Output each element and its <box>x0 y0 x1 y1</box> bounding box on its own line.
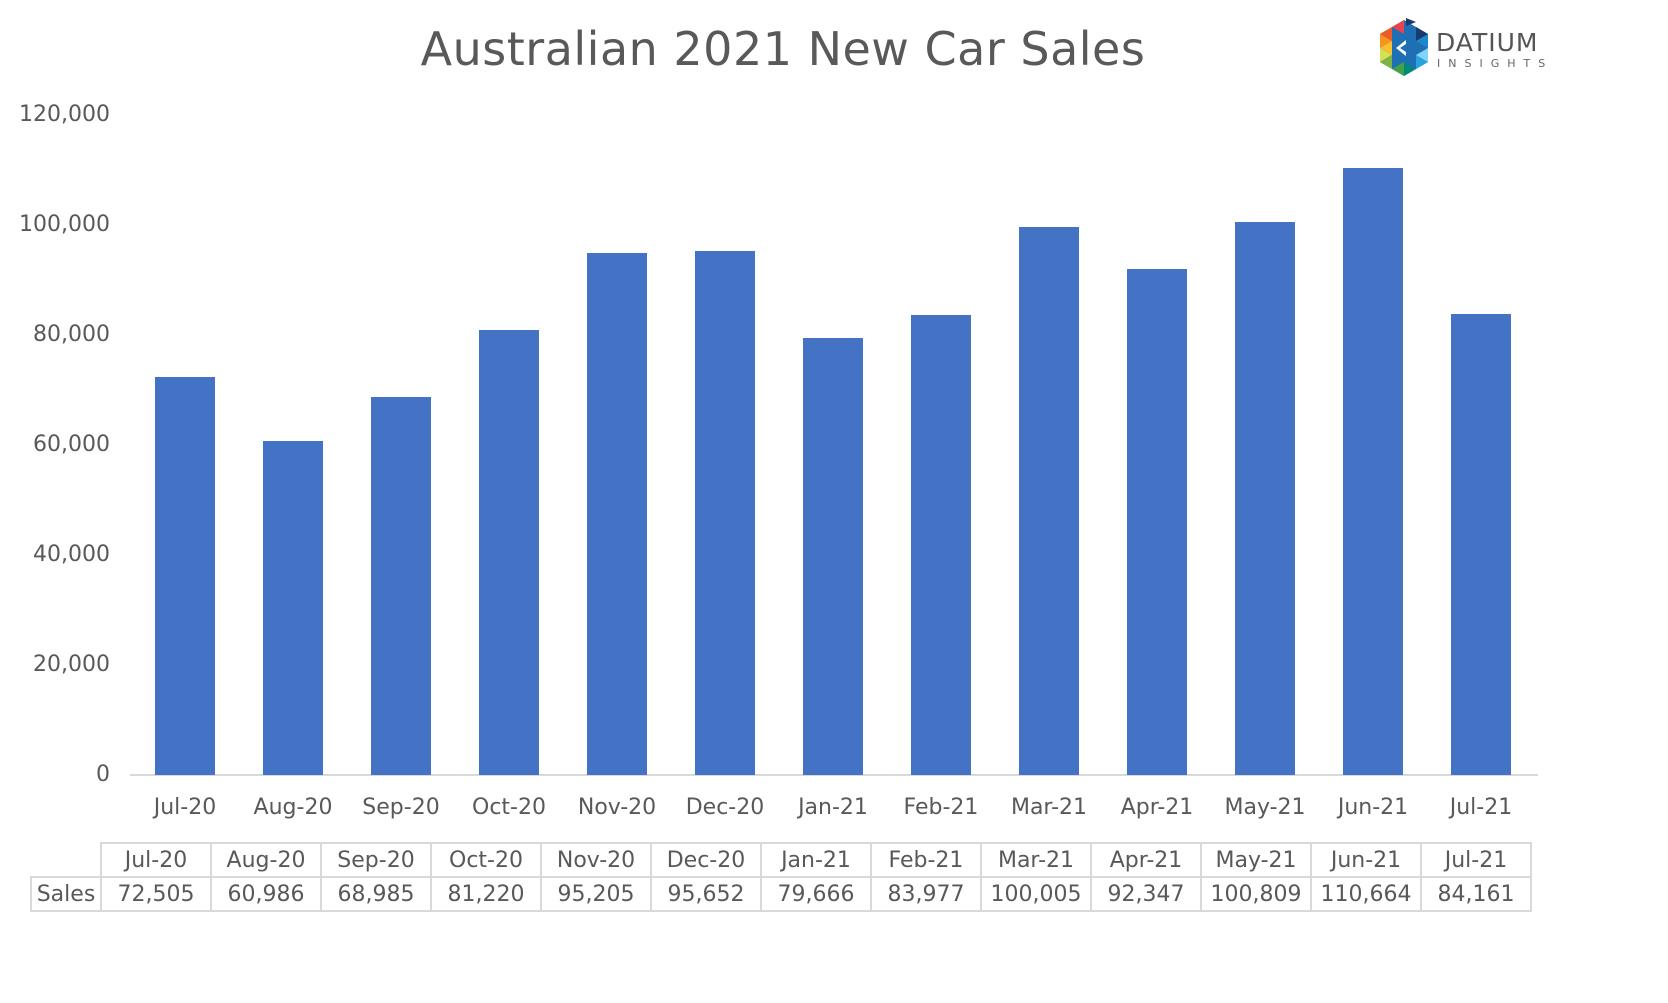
x-tick: Feb-21 <box>903 795 979 820</box>
data-table-header: Dec-20 <box>650 842 762 878</box>
data-table-header: Feb-21 <box>870 842 982 878</box>
data-table-header: Nov-20 <box>540 842 652 878</box>
y-tick: 40,000 <box>33 542 110 567</box>
data-table-header: Mar-21 <box>980 842 1092 878</box>
y-tick: 60,000 <box>33 432 110 457</box>
data-table-header: Aug-20 <box>210 842 322 878</box>
y-tick: 80,000 <box>33 322 110 347</box>
data-table-header: Oct-20 <box>430 842 542 878</box>
x-tick: Sep-20 <box>362 795 440 820</box>
data-table-cell: 100,809 <box>1200 876 1312 912</box>
data-table-cell: 95,205 <box>540 876 652 912</box>
x-tick: Jun-21 <box>1337 795 1409 820</box>
data-table: Jul-20 Aug-20 Sep-20 Oct-20 Nov-20 Dec-2… <box>30 842 1532 912</box>
bar-aug-20 <box>263 440 323 775</box>
bar-nov-20 <box>587 252 647 775</box>
data-table-cell: 110,664 <box>1310 876 1422 912</box>
data-table-header: Jul-20 <box>100 842 212 878</box>
data-table-cell: 95,652 <box>650 876 762 912</box>
data-table-header: Jul-21 <box>1420 842 1532 878</box>
bar-apr-21 <box>1127 268 1187 775</box>
data-table-row-label: Sales <box>30 876 102 912</box>
logo-name: DATIUM <box>1436 28 1539 57</box>
datium-logo: DATIUM INSIGHTS <box>1376 16 1556 82</box>
data-table-header: Jun-21 <box>1310 842 1422 878</box>
data-table-header: Apr-21 <box>1090 842 1202 878</box>
y-tick: 20,000 <box>33 652 110 677</box>
logo-tagline: INSIGHTS <box>1437 57 1554 70</box>
bar-jun-21 <box>1343 168 1403 775</box>
x-tick: Jan-21 <box>798 795 868 820</box>
data-table-row: Sales 72,505 60,986 68,985 81,220 95,205… <box>30 876 1532 912</box>
data-table-cell: 60,986 <box>210 876 322 912</box>
x-tick: Jul-20 <box>153 795 217 820</box>
data-table-header: May-21 <box>1200 842 1312 878</box>
datium-hexagon-icon <box>1380 18 1428 76</box>
bar-dec-20 <box>695 250 755 775</box>
x-tick: Nov-20 <box>577 795 657 820</box>
data-table-cell: 100,005 <box>980 876 1092 912</box>
x-axis-line <box>130 774 1538 776</box>
x-tick: Aug-20 <box>253 795 333 820</box>
y-tick: 120,000 <box>19 102 110 127</box>
bar-jul-21 <box>1451 313 1511 775</box>
data-table-cell: 72,505 <box>100 876 212 912</box>
data-table-corner <box>31 843 102 878</box>
data-table-cell: 83,977 <box>870 876 982 912</box>
bar-jul-20 <box>155 377 215 775</box>
data-table-cell: 81,220 <box>430 876 542 912</box>
x-tick: Apr-21 <box>1120 795 1194 820</box>
data-table-header-row: Jul-20 Aug-20 Sep-20 Oct-20 Nov-20 Dec-2… <box>31 842 1532 878</box>
data-table-header: Sep-20 <box>320 842 432 878</box>
data-table-cell: 84,161 <box>1420 876 1532 912</box>
bar-feb-21 <box>911 314 971 775</box>
bar-may-21 <box>1235 222 1295 775</box>
x-tick: Mar-21 <box>1010 795 1088 820</box>
bar-jan-21 <box>803 338 863 775</box>
data-table-cell: 68,985 <box>320 876 432 912</box>
data-table-cell: 79,666 <box>760 876 872 912</box>
x-tick: Jul-21 <box>1449 795 1513 820</box>
x-tick: Oct-20 <box>472 795 546 820</box>
bar-mar-21 <box>1019 226 1079 775</box>
y-tick: 0 <box>96 762 110 787</box>
data-table-cell: 92,347 <box>1090 876 1202 912</box>
bar-sep-20 <box>371 396 431 775</box>
data-table-header: Jan-21 <box>760 842 872 878</box>
y-tick: 100,000 <box>19 212 110 237</box>
bar-oct-20 <box>479 329 539 775</box>
chart-title: Australian 2021 New Car Sales <box>420 22 1146 76</box>
x-tick: Dec-20 <box>685 795 765 820</box>
x-tick: May-21 <box>1224 795 1306 820</box>
